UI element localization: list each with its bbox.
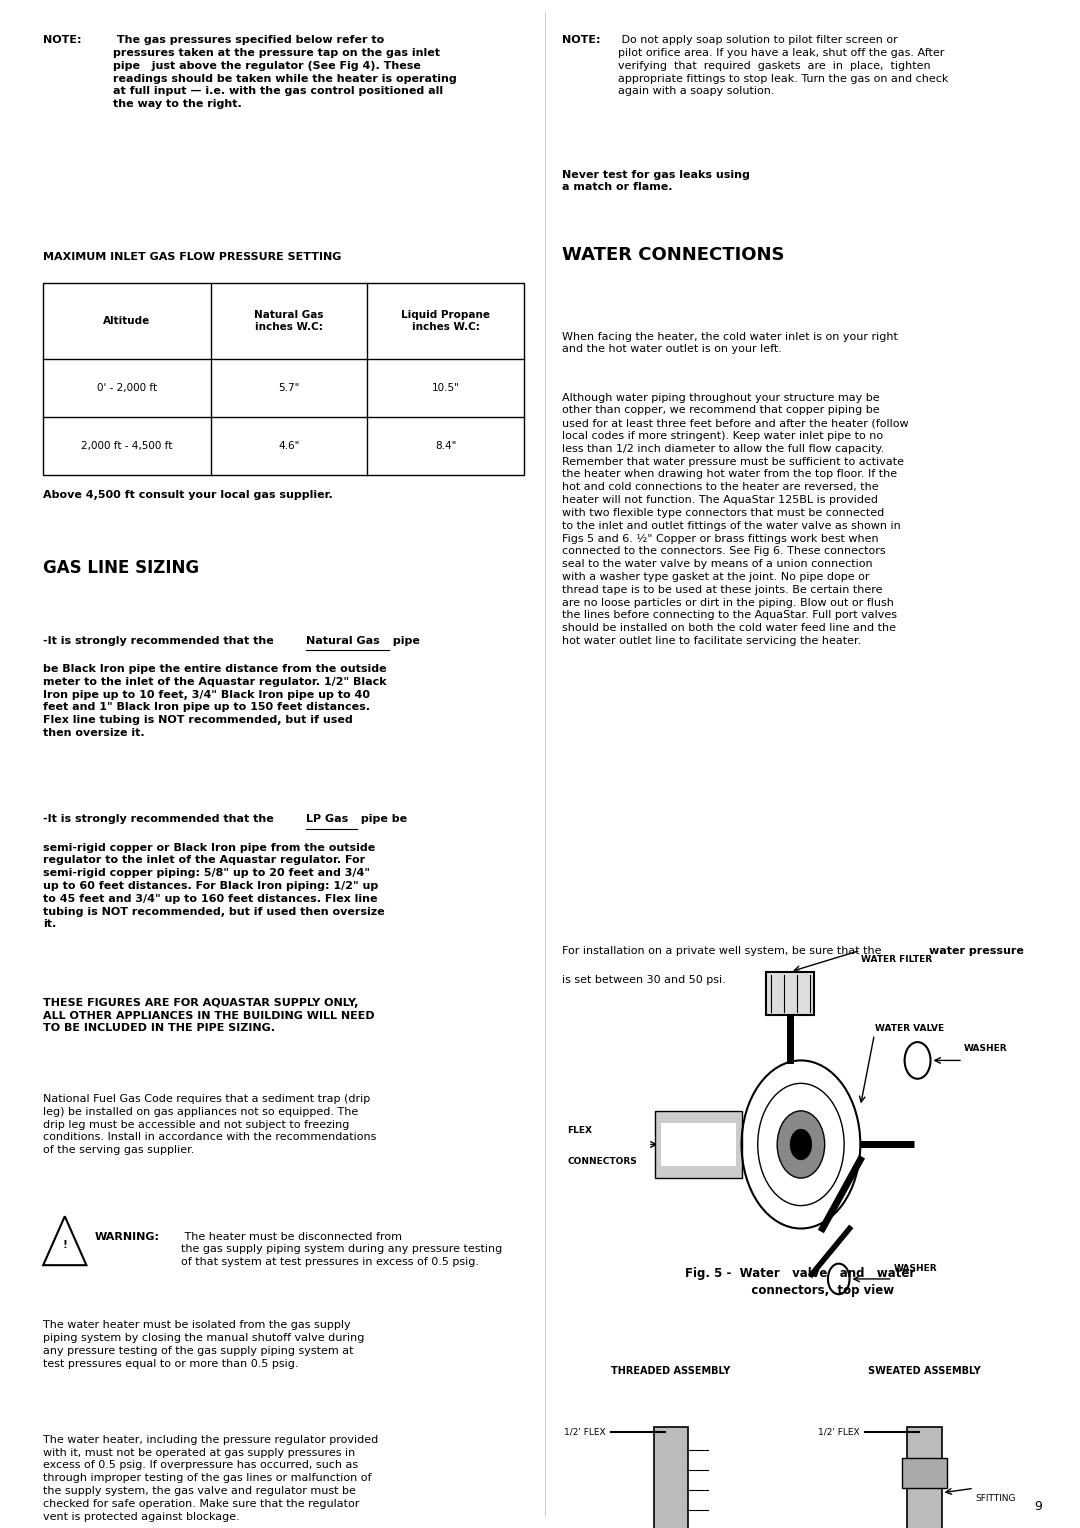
Text: 1/2' FLEX: 1/2' FLEX — [565, 1427, 606, 1436]
Text: LP Gas: LP Gas — [306, 814, 348, 825]
Text: For installation on a private well system, be sure that the: For installation on a private well syste… — [562, 946, 885, 957]
Text: The gas pressures specified below refer to
pressures taken at the pressure tap o: The gas pressures specified below refer … — [113, 35, 457, 108]
Text: !: ! — [63, 1241, 67, 1250]
Text: The heater must be disconnected from
the gas supply piping system during any pre: The heater must be disconnected from the… — [181, 1232, 502, 1267]
Text: The water heater, including the pressure regulator provided
with it, must not be: The water heater, including the pressure… — [43, 1435, 378, 1522]
Text: 2,000 ft - 4,500 ft: 2,000 ft - 4,500 ft — [81, 442, 173, 451]
Text: pipe: pipe — [389, 636, 420, 646]
Text: 9: 9 — [1035, 1499, 1042, 1513]
Text: Do not apply soap solution to pilot filter screen or
pilot orifice area. If you : Do not apply soap solution to pilot filt… — [618, 35, 948, 96]
Text: is set between 30 and 50 psi.: is set between 30 and 50 psi. — [562, 975, 726, 986]
Text: Altitude: Altitude — [104, 316, 150, 325]
Text: FLEX: FLEX — [567, 1126, 592, 1135]
Text: WATER FILTER: WATER FILTER — [862, 955, 932, 964]
Text: NOTE:: NOTE: — [562, 35, 600, 46]
Text: -It is strongly recommended that the: -It is strongly recommended that the — [43, 814, 278, 825]
Text: 1/2' FLEX: 1/2' FLEX — [818, 1427, 860, 1436]
Text: The water heater must be isolated from the gas supply
piping system by closing t: The water heater must be isolated from t… — [43, 1320, 365, 1369]
Text: THESE FIGURES ARE FOR AQUASTAR SUPPLY ONLY,
ALL OTHER APPLIANCES IN THE BUILDING: THESE FIGURES ARE FOR AQUASTAR SUPPLY ON… — [43, 998, 375, 1033]
Text: Fig. 5 -  Water   valve   and   water
           connectors,  top view: Fig. 5 - Water valve and water connector… — [685, 1267, 915, 1297]
Text: When facing the heater, the cold water inlet is on your right
and the hot water : When facing the heater, the cold water i… — [562, 332, 897, 354]
Text: WARNING:: WARNING: — [95, 1232, 160, 1242]
Circle shape — [778, 1111, 825, 1178]
Text: MAXIMUM INLET GAS FLOW PRESSURE SETTING: MAXIMUM INLET GAS FLOW PRESSURE SETTING — [43, 252, 341, 263]
Text: Never test for gas leaks using
a match or flame.: Never test for gas leaks using a match o… — [562, 170, 750, 193]
Text: 10.5": 10.5" — [432, 384, 459, 393]
Text: Natural Gas
inches W.C:: Natural Gas inches W.C: — [254, 310, 324, 332]
Text: WATER CONNECTIONS: WATER CONNECTIONS — [562, 246, 784, 264]
Text: Above 4,500 ft consult your local gas supplier.: Above 4,500 ft consult your local gas su… — [43, 490, 333, 501]
Text: be Black Iron pipe the entire distance from the outside
meter to the inlet of th: be Black Iron pipe the entire distance f… — [43, 665, 387, 738]
Text: WASHER: WASHER — [894, 1264, 937, 1273]
Text: 0' - 2,000 ft: 0' - 2,000 ft — [97, 384, 157, 393]
Text: 4.6": 4.6" — [279, 442, 299, 451]
Text: CONNECTORS: CONNECTORS — [567, 1157, 637, 1166]
Text: 8.4": 8.4" — [435, 442, 456, 451]
Text: -It is strongly recommended that the: -It is strongly recommended that the — [43, 636, 278, 646]
Text: semi-rigid copper or Black Iron pipe from the outside
regulator to the inlet of : semi-rigid copper or Black Iron pipe fro… — [43, 843, 384, 929]
Text: pipe be: pipe be — [357, 814, 407, 825]
Text: GAS LINE SIZING: GAS LINE SIZING — [43, 559, 200, 578]
Text: THREADED ASSEMBLY: THREADED ASSEMBLY — [611, 1366, 730, 1377]
Bar — [43, 283, 524, 475]
Text: Liquid Propane
inches W.C:: Liquid Propane inches W.C: — [401, 310, 490, 332]
Text: WASHER: WASHER — [964, 1044, 1008, 1053]
Text: 5.7": 5.7" — [279, 384, 299, 393]
Text: SWEATED ASSEMBLY: SWEATED ASSEMBLY — [868, 1366, 981, 1377]
Text: WATER VALVE: WATER VALVE — [876, 1024, 945, 1033]
Text: SFITTING: SFITTING — [975, 1494, 1015, 1504]
Text: Natural Gas: Natural Gas — [306, 636, 379, 646]
Bar — [907, 1427, 942, 1528]
Text: water pressure: water pressure — [929, 946, 1024, 957]
Bar — [653, 1427, 688, 1528]
Text: Although water piping throughout your structure may be
other than copper, we rec: Although water piping throughout your st… — [562, 393, 908, 646]
Bar — [902, 1458, 947, 1488]
Bar — [661, 1123, 737, 1166]
Bar — [767, 972, 814, 1015]
Text: National Fuel Gas Code requires that a sediment trap (drip
leg) be installed on : National Fuel Gas Code requires that a s… — [43, 1094, 377, 1155]
Bar — [656, 1111, 742, 1178]
Text: NOTE:: NOTE: — [43, 35, 82, 46]
Circle shape — [791, 1129, 812, 1160]
